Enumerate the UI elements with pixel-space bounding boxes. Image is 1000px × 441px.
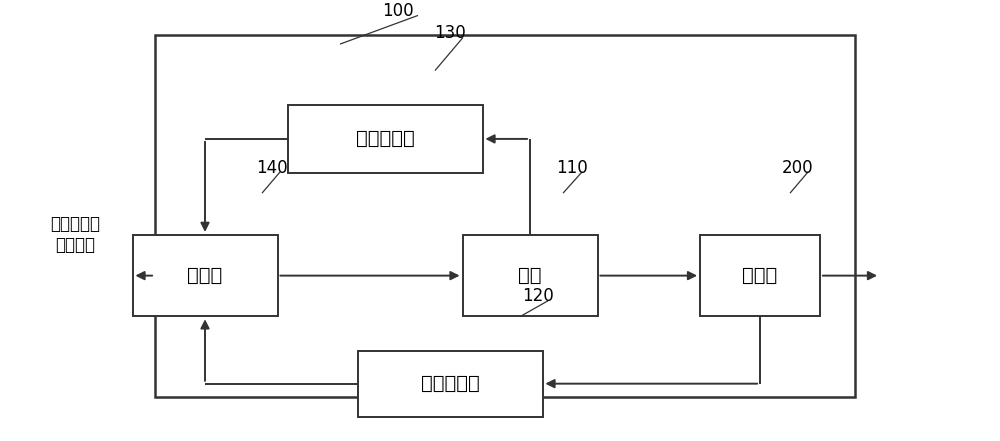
Text: 挡位目标转
速设定値: 挡位目标转 速设定値 <box>50 215 100 254</box>
Bar <box>132 235 278 317</box>
Text: 转速传感器: 转速传感器 <box>421 374 479 393</box>
Bar <box>462 235 598 317</box>
Text: 位置传感器: 位置传感器 <box>356 129 414 149</box>
Bar <box>288 105 482 173</box>
Text: 130: 130 <box>434 24 466 42</box>
Text: 发动机: 发动机 <box>742 266 778 285</box>
Text: 控制器: 控制器 <box>187 266 223 285</box>
Text: 140: 140 <box>256 159 288 176</box>
Text: 110: 110 <box>556 159 588 176</box>
Text: 100: 100 <box>382 2 414 20</box>
Text: 200: 200 <box>782 159 814 176</box>
Bar <box>155 35 855 397</box>
Text: 120: 120 <box>522 288 554 305</box>
Bar <box>700 235 820 317</box>
Bar <box>358 351 542 417</box>
Text: 电机: 电机 <box>518 266 542 285</box>
